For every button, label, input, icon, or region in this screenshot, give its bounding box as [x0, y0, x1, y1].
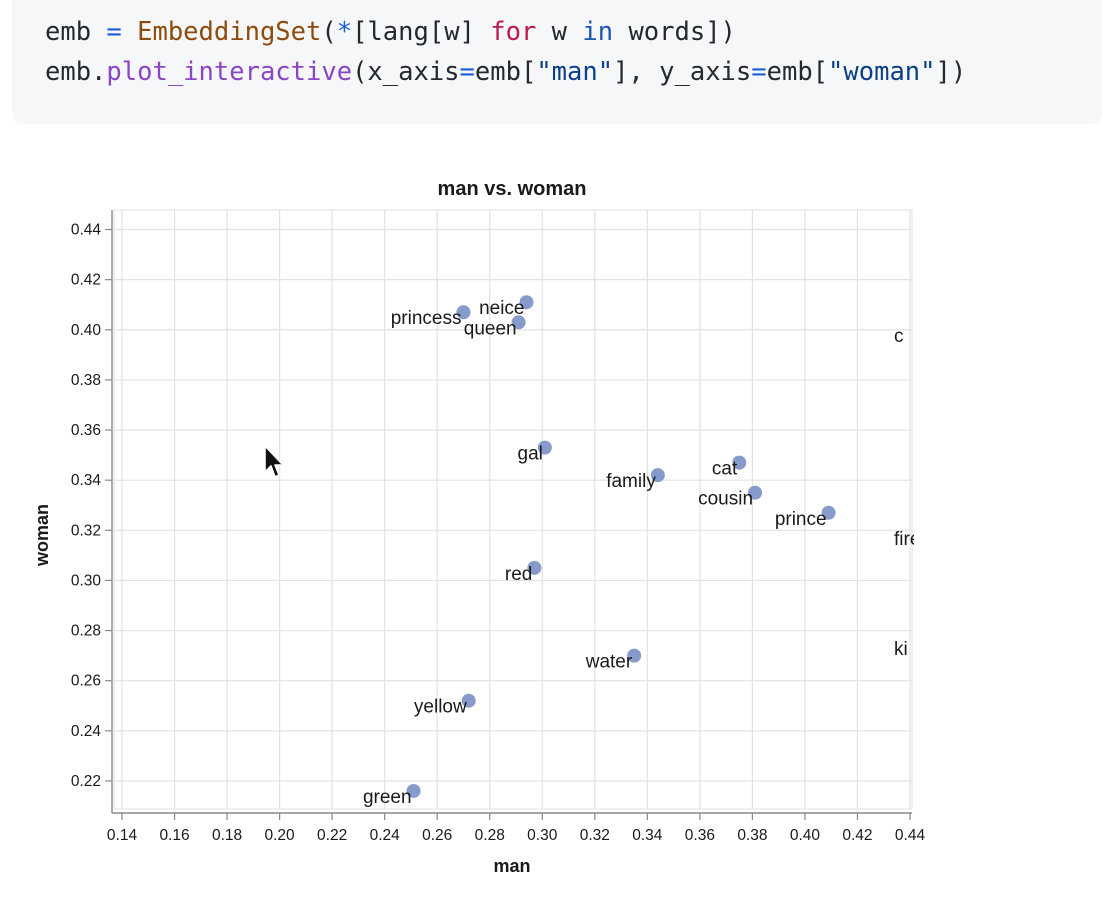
code-token: [lang[w]: [352, 17, 491, 47]
grid: [113, 209, 913, 810]
code-token: =: [459, 57, 475, 87]
chart-output[interactable]: 0.14 0.16 0.18 0.20 0.22 0.24 0.26 0.28 0.30 0.32…: [0, 150, 1102, 914]
plot-frame: [113, 209, 913, 810]
y-tick-label: 0.32: [71, 522, 101, 539]
point-label: family: [606, 471, 656, 492]
code-token: EmbeddingSet: [137, 17, 322, 47]
scatter-chart[interactable]: 0.14 0.16 0.18 0.20 0.22 0.24 0.26 0.28 0.30 0.32…: [0, 150, 1102, 914]
y-tick-label: 0.30: [71, 572, 102, 589]
point-label: water: [585, 652, 633, 673]
code-token: ]): [935, 57, 967, 87]
x-tick-label: 0.36: [685, 827, 715, 844]
point-label: yellow: [414, 697, 467, 718]
data-point: [519, 295, 534, 310]
data-point: [627, 648, 642, 663]
x-tick-label: 0.16: [159, 827, 189, 844]
x-tick-label: 0.18: [212, 827, 242, 844]
point-label: queen: [464, 318, 517, 339]
code-token: emb[: [766, 57, 829, 87]
x-tick-label: 0.40: [790, 827, 821, 844]
code-token: =: [91, 17, 138, 47]
x-tick-label: 0.42: [842, 827, 872, 844]
x-tick-label: 0.22: [317, 827, 347, 844]
data-point: [527, 560, 542, 575]
code-token: =: [751, 57, 767, 87]
y-tick-label: 0.26: [71, 673, 101, 690]
x-tick-label: 0.24: [370, 827, 401, 844]
code-token: in: [582, 17, 614, 47]
x-tick-label: 0.14: [107, 827, 138, 844]
point-label: red: [505, 564, 532, 585]
y-tick-label: 0.40: [71, 322, 102, 339]
code-cell[interactable]: emb = EmbeddingSet(*[lang[w] for w in wo…: [12, 0, 1102, 124]
y-tick-label: 0.44: [71, 222, 102, 239]
code-token: (x_axis: [352, 57, 460, 87]
point-label: neice: [479, 298, 524, 319]
point-label: cousin: [698, 489, 753, 510]
x-tick-label: 0.30: [527, 827, 558, 844]
y-axis-label: woman: [32, 504, 52, 567]
x-tick-label: 0.32: [580, 827, 610, 844]
y-tick-label: 0.28: [71, 623, 101, 640]
y-tick-label: 0.38: [71, 372, 101, 389]
y-tick-label: 0.36: [71, 422, 101, 439]
code-token: *: [336, 17, 353, 47]
code-token: (: [321, 17, 337, 47]
data-point: [821, 505, 836, 520]
code-token: emb: [45, 17, 92, 47]
y-tick-label: 0.22: [71, 773, 101, 790]
axes: 0.14 0.16 0.18 0.20 0.22 0.24 0.26 0.28 0.30 0.32…: [71, 210, 926, 844]
x-tick-label: 0.20: [265, 827, 296, 844]
point-label: prince: [775, 509, 827, 530]
code-line-2: emb.plot_interactive(x_axis=emb["man"], …: [45, 57, 966, 87]
code-token: ], y_axis: [613, 57, 752, 87]
chart-title: man vs. woman: [438, 178, 587, 200]
x-tick-label: 0.34: [632, 827, 663, 844]
x-tick-label: 0.26: [422, 827, 452, 844]
code-token: "man": [536, 57, 614, 87]
data-point: [732, 455, 747, 470]
code-line-1: emb = EmbeddingSet(*[lang[w] for w in wo…: [45, 17, 736, 47]
point-label: cat: [712, 459, 738, 480]
code-token: words]): [613, 17, 736, 47]
clipped-point-label: fire: [894, 529, 920, 550]
code-token: emb[: [474, 57, 537, 87]
point-label: gal: [518, 444, 543, 465]
x-axis-label: man: [493, 856, 530, 876]
data-point: [650, 468, 665, 483]
clipped-point-label: ki: [894, 639, 908, 660]
y-tick-label: 0.24: [71, 723, 102, 740]
data-point: [511, 315, 526, 330]
y-tick-label: 0.42: [71, 272, 101, 289]
mouse-pointer-icon: [264, 445, 284, 478]
data-point: [537, 440, 552, 455]
code-token: for: [490, 17, 537, 47]
code-token: "woman": [828, 57, 936, 87]
code-token: w: [536, 17, 583, 47]
point-label: green: [363, 787, 412, 808]
x-tick-label: 0.28: [475, 827, 505, 844]
data-point: [748, 485, 763, 500]
data-point: [456, 305, 471, 320]
code-token: plot_interactive: [106, 57, 353, 87]
point-label: princess: [391, 308, 462, 329]
x-tick-label: 0.44: [895, 827, 926, 844]
y-tick-label: 0.34: [71, 472, 102, 489]
data-point: [461, 693, 476, 708]
clipped-point-label: c: [894, 326, 904, 347]
x-tick-label: 0.38: [737, 827, 767, 844]
data-point: [406, 783, 421, 798]
code-token: emb.: [45, 57, 107, 87]
